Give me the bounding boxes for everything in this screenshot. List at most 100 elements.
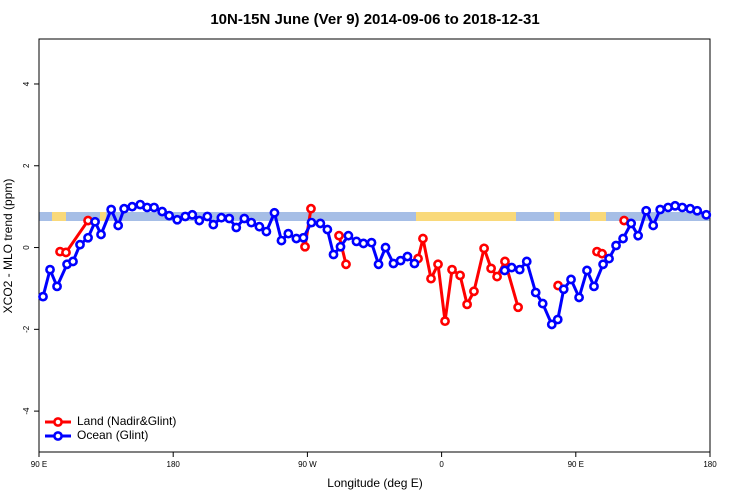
ocean-band (39, 212, 710, 221)
data-point (611, 240, 621, 251)
data-point (298, 232, 309, 243)
data-point (68, 256, 78, 267)
legend-label: Ocean (Glint) (77, 428, 148, 442)
x-tick-label: 180 (167, 460, 181, 469)
legend-marker (53, 417, 63, 427)
land-band (416, 212, 516, 221)
data-point (334, 230, 344, 241)
data-point (633, 230, 644, 241)
data-point (380, 242, 391, 253)
legend-label: Land (Nadir&Glint) (77, 414, 176, 428)
data-point (261, 226, 272, 237)
data-point (537, 298, 548, 309)
data-point (655, 204, 666, 215)
data-point (239, 213, 250, 224)
data-point (335, 241, 346, 252)
data-point (598, 259, 608, 270)
y-tick-label: 2 (22, 163, 31, 168)
data-point (558, 284, 569, 295)
data-point (127, 201, 138, 212)
data-point (447, 264, 457, 275)
y-tick-label: 0 (22, 245, 31, 250)
land-band (52, 212, 66, 221)
data-point (341, 259, 351, 270)
data-point (306, 217, 317, 228)
data-point (604, 253, 614, 264)
data-point (343, 230, 354, 241)
surface-band (39, 212, 710, 221)
data-point (202, 211, 213, 222)
data-point (433, 259, 443, 270)
data-point (187, 209, 198, 220)
data-point (521, 256, 532, 267)
data-point (692, 205, 703, 216)
data-point (96, 229, 106, 240)
data-point (269, 207, 280, 218)
data-point (418, 233, 428, 244)
x-axis-label: Longitude (deg E) (327, 476, 422, 490)
data-point (83, 232, 93, 243)
data-point (626, 218, 637, 229)
data-point (172, 214, 183, 225)
data-point (514, 264, 525, 275)
y-tick-label: 4 (22, 81, 31, 86)
data-point (246, 217, 257, 228)
data-point (409, 258, 420, 269)
data-point (469, 286, 479, 297)
data-point (119, 203, 130, 214)
data-point (38, 291, 48, 302)
data-point (589, 281, 599, 292)
data-point (530, 287, 541, 298)
x-tick-label: 90 E (568, 460, 584, 469)
data-point (61, 247, 71, 258)
data-point (90, 216, 100, 227)
legend-marker (53, 431, 63, 441)
data-point (395, 255, 406, 266)
plot-frame (38, 38, 711, 453)
data-point (574, 292, 584, 303)
data-point (300, 241, 310, 252)
y-axis-label: XCO2 - MLO trend (ppm) (1, 179, 15, 314)
data-point (373, 259, 384, 270)
land-band (590, 212, 606, 221)
data-point (402, 251, 413, 262)
data-point (315, 218, 326, 229)
data-point (492, 271, 502, 282)
data-point (648, 220, 659, 231)
data-point (231, 222, 242, 233)
data-point (254, 221, 265, 232)
data-point (75, 239, 85, 250)
data-point (358, 238, 369, 249)
data-point (45, 264, 55, 275)
data-point (701, 209, 712, 220)
data-point (479, 243, 489, 254)
data-point (641, 205, 652, 216)
data-point (157, 206, 168, 217)
data-point (546, 319, 557, 330)
data-point (500, 256, 510, 267)
data-point (677, 202, 688, 213)
data-point (426, 273, 436, 284)
data-point (322, 224, 333, 235)
data-point (194, 215, 205, 226)
data-point (328, 249, 339, 260)
data-point (216, 212, 227, 223)
data-point (462, 299, 472, 310)
chart-title: 10N-15N June (Ver 9) 2014-09-06 to 2018-… (210, 11, 539, 28)
data-point (224, 213, 235, 224)
data-point (566, 274, 576, 285)
data-point (440, 316, 450, 327)
y-tick-label: -2 (22, 325, 31, 333)
data-point (164, 210, 175, 221)
data-point (306, 203, 316, 214)
x-tick-label: 90 W (298, 460, 317, 469)
data-point (276, 235, 287, 246)
data-point (283, 228, 294, 239)
x-tick-label: 180 (703, 460, 717, 469)
data-point (455, 270, 465, 281)
data-point (486, 263, 497, 274)
data-point (208, 219, 219, 230)
data-point (582, 265, 592, 276)
data-point (513, 302, 523, 313)
